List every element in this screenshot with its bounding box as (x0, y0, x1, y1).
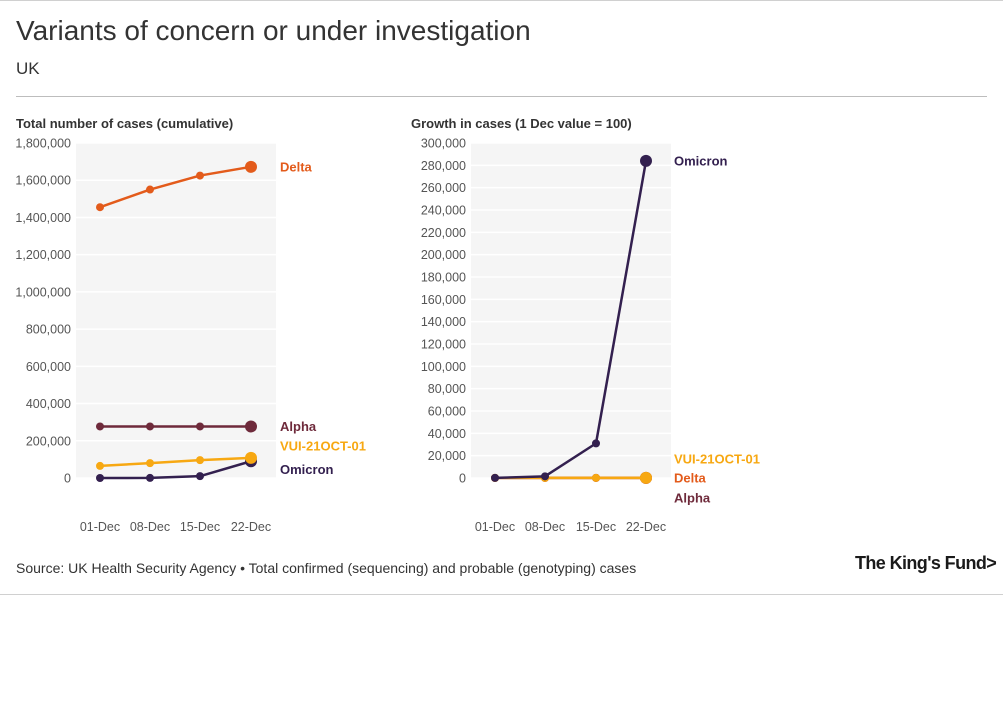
y-tick-label: 280,000 (421, 159, 466, 173)
data-point-omicron (592, 439, 600, 448)
kings-fund-logo: The King's Fund> (855, 553, 997, 573)
data-point-delta (146, 185, 154, 194)
chart-title: Growth in cases (1 Dec value = 100) (411, 116, 632, 131)
x-tick-label: 01-Dec (80, 520, 120, 534)
y-tick-label: 1,200,000 (15, 248, 71, 262)
data-point-vui (146, 459, 154, 468)
y-tick-label: 0 (64, 472, 71, 486)
y-tick-label: 120,000 (421, 338, 466, 352)
series-label-omicron: Omicron (280, 462, 334, 477)
data-point-alpha (146, 422, 154, 431)
data-point-delta (245, 160, 257, 173)
x-tick-label: 15-Dec (576, 520, 616, 534)
series-vui (96, 451, 257, 470)
data-point-vui (592, 473, 600, 482)
bottom-border (0, 594, 1003, 595)
data-point-alpha (96, 422, 104, 431)
data-point-vui (245, 451, 257, 464)
data-point-vui (96, 461, 104, 470)
y-tick-label: 1,800,000 (15, 137, 71, 151)
y-tick-label: 20,000 (428, 449, 466, 463)
y-tick-label: 220,000 (421, 226, 466, 240)
data-point-omicron (640, 154, 652, 167)
y-tick-label: 160,000 (421, 293, 466, 307)
x-tick-label: 22-Dec (231, 520, 271, 534)
y-tick-label: 200,000 (26, 434, 71, 448)
series-omicron (491, 154, 652, 482)
top-border (0, 0, 1003, 1)
series-label-alpha: Alpha (280, 419, 317, 434)
chart-title: Total number of cases (cumulative) (16, 116, 233, 131)
x-tick-label: 08-Dec (525, 520, 565, 534)
plot-background (76, 143, 276, 478)
series-label-omicron: Omicron (674, 153, 728, 168)
data-point-omicron (541, 472, 549, 481)
data-point-delta (196, 171, 204, 180)
data-point-vui (640, 471, 652, 484)
y-tick-label: 260,000 (421, 181, 466, 195)
y-tick-label: 400,000 (26, 397, 71, 411)
chart-2: Growth in cases (1 Dec value = 100) 0 20,0… (411, 116, 760, 534)
chart-1: Total number of cases (cumulative) 0 200,0… (15, 116, 366, 534)
series-label-delta: Delta (674, 470, 707, 485)
data-point-omicron (146, 473, 154, 482)
x-tick-label: 22-Dec (626, 520, 666, 534)
series-delta (96, 160, 257, 212)
series-label-delta: Delta (280, 159, 313, 174)
series-label-alpha: Alpha (674, 490, 711, 505)
source-note: Source: UK Health Security Agency • Tota… (16, 560, 637, 576)
series-line-vui (99, 456, 252, 468)
y-tick-label: 80,000 (428, 382, 466, 396)
plot-background (471, 143, 671, 478)
data-point-omicron (196, 472, 204, 481)
series-line-omicron (494, 160, 648, 480)
x-tick-label: 08-Dec (130, 520, 170, 534)
series-alpha (96, 420, 257, 433)
series-line-delta (99, 165, 252, 209)
y-tick-label: 600,000 (26, 360, 71, 374)
series-label-vui: VUI-21OCT-01 (280, 438, 366, 453)
y-tick-label: 800,000 (26, 323, 71, 337)
y-tick-label: 100,000 (421, 360, 466, 374)
data-point-alpha (245, 420, 257, 433)
y-tick-label: 200,000 (421, 248, 466, 262)
page-title: Variants of concern or under investigati… (16, 15, 531, 46)
data-point-omicron (491, 473, 499, 482)
page-subtitle: UK (16, 59, 40, 78)
x-tick-label: 15-Dec (180, 520, 220, 534)
y-tick-label: 40,000 (428, 427, 466, 441)
data-point-omicron (96, 474, 104, 482)
y-tick-label: 0 (459, 472, 466, 486)
y-tick-label: 300,000 (421, 137, 466, 151)
y-tick-label: 240,000 (421, 204, 466, 218)
data-point-alpha (196, 422, 204, 431)
y-tick-label: 140,000 (421, 315, 466, 329)
y-tick-label: 1,000,000 (15, 285, 71, 299)
series-label-vui: VUI-21OCT-01 (674, 451, 760, 466)
y-tick-label: 180,000 (421, 271, 466, 285)
y-tick-label: 60,000 (428, 405, 466, 419)
data-point-vui (196, 456, 204, 465)
x-tick-label: 01-Dec (475, 520, 515, 534)
data-point-delta (96, 203, 104, 212)
header-divider (16, 96, 987, 97)
series-line-omicron (99, 460, 252, 480)
y-tick-label: 1,600,000 (15, 174, 71, 188)
y-tick-label: 1,400,000 (15, 211, 71, 225)
